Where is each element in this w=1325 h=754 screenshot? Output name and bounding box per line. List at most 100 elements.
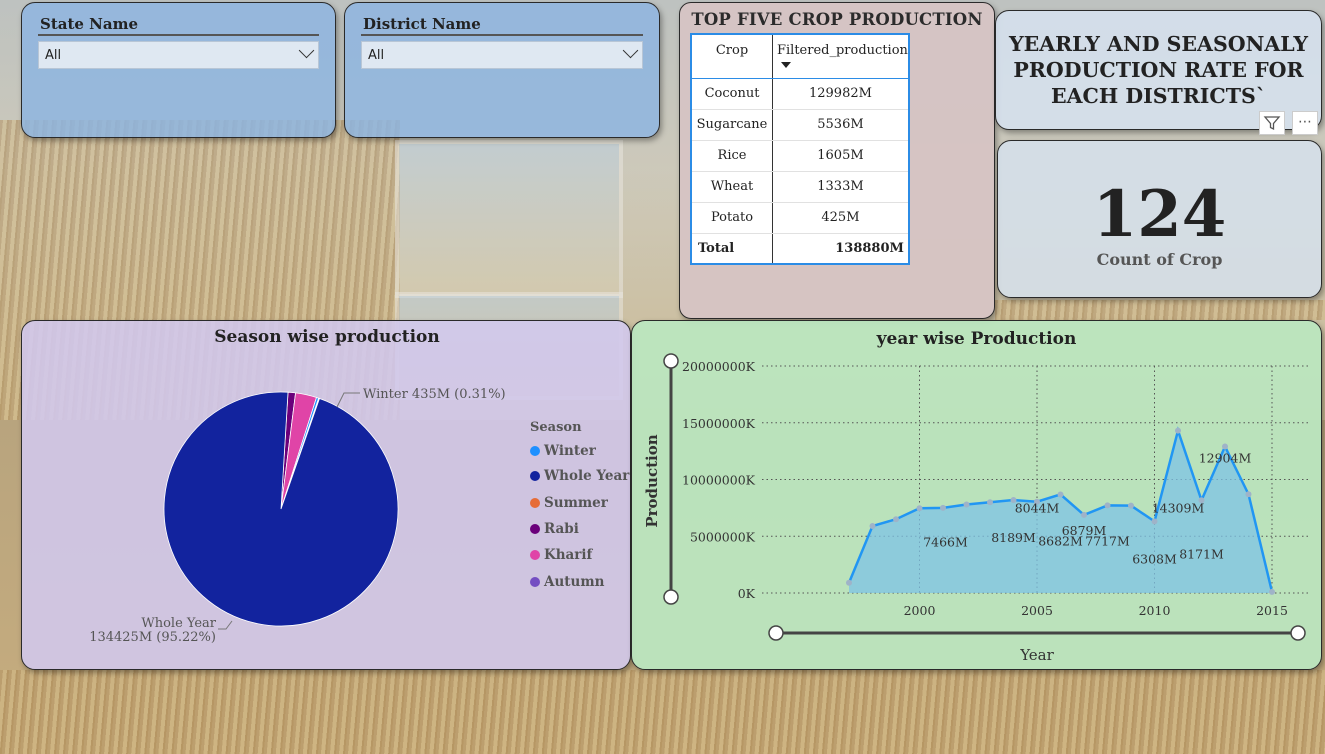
legend-label: Summer bbox=[544, 495, 608, 511]
background-wheat-right bbox=[995, 300, 1325, 320]
column-header-crop[interactable]: Crop bbox=[691, 34, 773, 79]
filter-icon-graphic bbox=[1263, 116, 1281, 131]
table-cell-production: 1333M bbox=[772, 171, 909, 203]
legend-label: Kharif bbox=[544, 547, 593, 563]
column-header-production[interactable]: Filtered_production bbox=[772, 34, 909, 79]
legend-item-summer[interactable]: Summer bbox=[530, 495, 608, 511]
table-header-row: Crop Filtered_production bbox=[691, 34, 909, 79]
sort-descending-icon bbox=[781, 62, 791, 68]
line-chart-title: year wise Production bbox=[876, 329, 1077, 349]
x-tick-label: 2005 bbox=[1021, 603, 1053, 618]
data-point[interactable] bbox=[1104, 502, 1111, 509]
data-label: 8682M bbox=[1038, 533, 1083, 548]
slicer-divider bbox=[361, 34, 643, 36]
table-cell-crop: Coconut bbox=[691, 78, 773, 110]
slicer-divider bbox=[38, 34, 319, 36]
legend-dot bbox=[530, 446, 540, 456]
y-zoom-handle-bottom[interactable] bbox=[663, 589, 679, 605]
count-value: 124 bbox=[1092, 177, 1227, 252]
data-point[interactable] bbox=[1128, 502, 1134, 509]
y-tick-label: 5000000K bbox=[690, 529, 756, 544]
table-cell-production: 5536M bbox=[772, 109, 909, 141]
table-cell-crop: Wheat bbox=[691, 171, 773, 203]
data-point[interactable] bbox=[869, 523, 876, 530]
legend-dot bbox=[530, 498, 540, 508]
y-tick-label: 15000000K bbox=[682, 416, 756, 431]
legend-item-kharif[interactable]: Kharif bbox=[530, 547, 592, 563]
data-point[interactable] bbox=[987, 499, 993, 506]
background-tile-silo bbox=[395, 140, 623, 298]
season-pie-card: Season wise production Winter 435M (0.31… bbox=[21, 320, 631, 670]
legend-item-autumn[interactable]: Autumn bbox=[530, 574, 604, 590]
season-pie-chart: Winter 435M (0.31%) Whole Year 134425M (… bbox=[89, 387, 506, 645]
data-point[interactable] bbox=[893, 516, 899, 523]
legend-label: Winter bbox=[544, 443, 596, 459]
data-label: 7466M bbox=[923, 534, 968, 549]
dashboard-title: YEARLY AND SEASONALY PRODUCTION RATE FOR… bbox=[1008, 32, 1308, 108]
legend-title: Season bbox=[530, 420, 582, 435]
data-label: 6879M bbox=[1062, 523, 1107, 538]
data-label: 12904M bbox=[1199, 451, 1252, 466]
data-point[interactable] bbox=[1151, 518, 1158, 525]
table-row[interactable]: Wheat 1333M bbox=[691, 171, 909, 203]
district-slicer: District Name All bbox=[344, 2, 660, 138]
pie-title: Season wise production bbox=[214, 327, 440, 347]
district-dropdown[interactable]: All bbox=[361, 41, 643, 69]
winter-data-label: Winter 435M (0.31%) bbox=[363, 387, 506, 402]
data-point[interactable] bbox=[916, 505, 923, 512]
count-of-crop-card: 124 Count of Crop bbox=[997, 140, 1322, 298]
data-point[interactable] bbox=[1175, 427, 1181, 434]
table-row[interactable]: Rice 1605M bbox=[691, 140, 909, 172]
more-options-icon[interactable]: ⋯ bbox=[1292, 111, 1318, 135]
crop-table: Crop Filtered_production Coconut 129982M… bbox=[690, 33, 910, 265]
data-point[interactable] bbox=[1057, 491, 1064, 498]
legend-label: Whole Year bbox=[544, 468, 630, 484]
x-zoom-handle-left[interactable] bbox=[768, 625, 784, 641]
data-point[interactable] bbox=[846, 579, 852, 586]
state-slicer-title: State Name bbox=[40, 15, 139, 33]
total-label: Total bbox=[691, 233, 773, 265]
x-tick-label: 2015 bbox=[1256, 603, 1288, 618]
data-point[interactable] bbox=[1081, 511, 1087, 518]
legend-item-rabi[interactable]: Rabi bbox=[530, 521, 579, 537]
state-slicer: State Name All bbox=[21, 2, 336, 138]
dashboard-title-card: YEARLY AND SEASONALY PRODUCTION RATE FOR… bbox=[995, 10, 1322, 130]
data-point[interactable] bbox=[1222, 443, 1228, 450]
state-dropdown[interactable]: All bbox=[38, 41, 319, 69]
table-row[interactable]: Potato 425M bbox=[691, 202, 909, 234]
production-area bbox=[849, 430, 1272, 593]
table-row[interactable]: Coconut 129982M bbox=[691, 78, 909, 110]
data-point[interactable] bbox=[1245, 491, 1252, 498]
pie-slice-whole-year[interactable] bbox=[163, 391, 399, 627]
legend-label: Autumn bbox=[544, 574, 605, 590]
count-label: Count of Crop bbox=[1096, 250, 1223, 269]
data-point[interactable] bbox=[1010, 497, 1017, 504]
data-point[interactable] bbox=[1034, 498, 1040, 505]
whole-year-data-label-line2: 134425M (95.22%) bbox=[89, 630, 216, 645]
data-point[interactable] bbox=[1269, 588, 1275, 595]
legend-label: Rabi bbox=[544, 521, 579, 537]
year-area-chart: 0K 5000000K 10000000K 15000000K 20000000K 20… bbox=[643, 353, 1308, 664]
data-point[interactable] bbox=[1198, 497, 1205, 504]
top-crop-table-card: TOP FIVE CROP PRODUCTION Crop Filtered_p… bbox=[679, 2, 995, 319]
y-zoom-handle-top[interactable] bbox=[663, 353, 679, 369]
filter-icon[interactable] bbox=[1259, 111, 1285, 135]
table-row[interactable]: Sugarcane 5536M bbox=[691, 109, 909, 141]
data-label: 14309M bbox=[1152, 501, 1205, 516]
chevron-down-icon bbox=[622, 42, 639, 59]
table-cell-production: 1605M bbox=[772, 140, 909, 172]
whole-year-data-label-line1: Whole Year bbox=[141, 616, 216, 631]
x-zoom-handle-right[interactable] bbox=[1290, 625, 1306, 641]
data-point[interactable] bbox=[940, 504, 946, 511]
chevron-down-icon bbox=[298, 42, 315, 59]
table-total-row: Total 138880M bbox=[691, 233, 909, 265]
data-label: 8044M bbox=[1015, 501, 1060, 516]
data-label: 7717M bbox=[1085, 533, 1130, 548]
legend-item-winter[interactable]: Winter bbox=[530, 443, 596, 459]
legend-item-whole-year[interactable]: Whole Year bbox=[530, 468, 629, 484]
table-cell-production: 425M bbox=[772, 202, 909, 234]
whole-year-leader-line bbox=[218, 620, 233, 630]
year-production-card: year wise Production 0K 5000000K 10000000K… bbox=[631, 320, 1322, 670]
data-point[interactable] bbox=[963, 501, 970, 508]
x-tick-label: 2010 bbox=[1139, 603, 1171, 618]
